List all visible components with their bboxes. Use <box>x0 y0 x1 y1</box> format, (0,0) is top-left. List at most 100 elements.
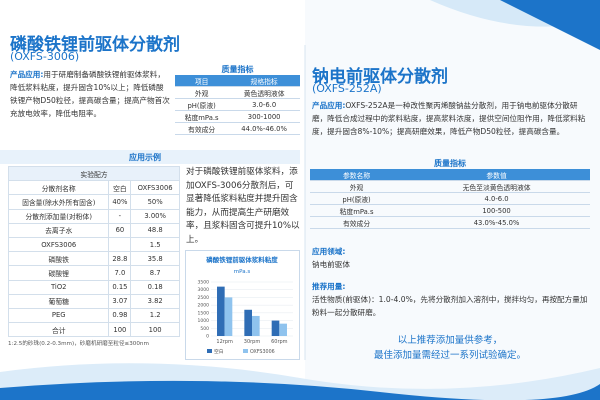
row: pH(原液) 3.0-6.0 <box>175 98 300 111</box>
label: 产品应用: <box>312 101 346 110</box>
example: 实验配方 分散剂名称 空白 OXFS3006 固含量(除水外所有固含) 40% 50% 分散剂… <box>7 165 180 348</box>
cell: 4.0-6.0 <box>403 192 590 205</box>
row: 外观 黄色透明液体 <box>175 86 300 99</box>
cell: 0.15 <box>108 279 132 295</box>
cell: 50% <box>130 194 180 210</box>
cell: pH(原液) <box>310 192 404 205</box>
cell: 3.00% <box>130 208 180 224</box>
recipe-table: 实验配方 分散剂名称 空白 OXFS3006 固含量(除水外所有固含) 40% 50% 分散剂… <box>7 165 180 338</box>
bar <box>252 315 260 336</box>
y-tick-label: 1000 <box>198 318 210 324</box>
text: OXFS-252A是一种改性聚丙烯酸钠盐分散剂，用于钠电前驱体分散研磨，降低合成… <box>312 101 586 136</box>
closing-line: 最佳添加量需经过一系列试验确定。 <box>373 350 526 361</box>
cell: 去离子水 <box>7 222 110 238</box>
closing-line: 以上推荐添加量供参考， <box>397 335 503 346</box>
y-tick-label: 2000 <box>198 303 210 309</box>
row: 分散剂添加量(对粉体) -3.00% <box>7 208 180 224</box>
row: TiO2 0.15 0.18 <box>7 279 180 295</box>
example-title: 应用示例 <box>129 153 161 162</box>
cell: 48.8 <box>130 222 180 238</box>
y-tick-label: 500 <box>200 326 209 332</box>
cell: TiO2 <box>7 279 110 295</box>
cell: 8.7 <box>130 265 180 281</box>
dosage: 推荐用量: 活性物质(前驱体)：1.0-4.0%，先将分散剂加入溶剂中，搅拌均匀… <box>312 280 592 319</box>
header-row: 参数名称 参数值 <box>310 169 590 181</box>
header-cell: 分散剂名称 <box>7 180 110 196</box>
x-tick-label: 12rpm <box>216 339 233 345</box>
cell: 40% <box>108 194 132 210</box>
cell: 有效成分 <box>175 122 229 135</box>
row: PEG 0.98 1.2 <box>7 307 180 324</box>
header-cell: 参数名称 <box>310 169 404 181</box>
cell: - <box>108 208 132 224</box>
cell: 碳酸锂 <box>7 265 110 281</box>
cell: 无色至淡黄色透明液体 <box>403 180 590 193</box>
cell: 合计 <box>7 322 110 338</box>
bar <box>244 309 252 336</box>
row: 固含量(除水外所有固含) 40% 50% <box>7 194 180 210</box>
legend-label: OXFS3006 <box>250 349 275 355</box>
y-tick-label: 1500 <box>198 310 210 316</box>
caption: 实验配方 <box>8 165 180 182</box>
cell: 1.2 <box>130 307 180 324</box>
row: OXFS3006 1.5 <box>7 236 180 253</box>
row: 有效成分 44.0%-46.0% <box>175 122 300 135</box>
cell: 外观 <box>310 180 404 193</box>
caption-row: 实验配方 <box>8 165 180 182</box>
section-title: 质量指标 <box>221 65 254 74</box>
cell: 黄色透明液体 <box>228 86 300 99</box>
cell: 3.0-6.0 <box>228 98 300 111</box>
description: 对于磷酸铁锂前驱体浆料，添加OXFS-3006分散剂后，可显著降低浆料粘度并提升… <box>186 167 300 245</box>
cell: 43.0%-45.0% <box>403 216 590 229</box>
left-application: 产品应用:用于研磨制备磷酸铁锂前驱体浆料，降低浆料粘度，提升固含10%以上；降低… <box>10 68 170 120</box>
label: 应用领域: <box>312 247 346 256</box>
row: 葡萄糖 3.07 3.82 <box>7 293 180 309</box>
right-title: 钠电前驱体分散剂 <box>312 67 448 87</box>
cell: 外观 <box>175 86 229 99</box>
cell <box>108 236 132 253</box>
row: 去离子水 60 48.8 <box>7 222 180 238</box>
cell: 100 <box>108 322 132 338</box>
right-quality: 质量指标 参数名称 参数值 外观 无色至淡黄色透明液体 pH(原液) 4.0-6.0 粘度m… <box>310 158 590 229</box>
bar <box>217 286 225 336</box>
y-tick-label: 3000 <box>198 287 210 293</box>
label: 产品应用: <box>10 70 44 79</box>
header-row: 分散剂名称 空白 OXFS3006 <box>7 180 180 196</box>
row: 外观 无色至淡黄色透明液体 <box>310 180 590 193</box>
cell: 粘度mPa.s <box>175 110 229 123</box>
cell: 葡萄糖 <box>7 293 110 309</box>
quality-table: 参数名称 参数值 外观 无色至淡黄色透明液体 pH(原液) 4.0-6.0 粘度mPa.s 1… <box>310 169 590 229</box>
cell: 有效成分 <box>310 216 404 229</box>
row: 磷酸铁 28.8 35.8 <box>7 251 180 267</box>
cell: 粘度mPa.s <box>310 204 404 217</box>
header-cell: 项目 <box>175 75 229 87</box>
row: 粘度mPa.s 100-500 <box>310 204 590 217</box>
cell: 28.8 <box>108 251 132 267</box>
row: 碳酸锂 7.0 8.7 <box>7 265 180 281</box>
header-row: 项目 规格指标 <box>175 75 300 87</box>
row: 粘度mPa.s 300-1000 <box>175 110 300 123</box>
row: pH(原液) 4.0-6.0 <box>310 192 590 205</box>
note: 1:2.5的砂珠(0.2-0.3mm)，砂磨机研磨至粒径≤300nm <box>8 341 149 348</box>
cell: 磷酸铁 <box>7 251 110 267</box>
section-title: 质量指标 <box>434 159 466 168</box>
y-tick-label: 3500 <box>198 280 210 286</box>
cell: 7.0 <box>108 265 132 281</box>
chart-title: 磷酸铁锂前驱体浆料粘度 <box>206 255 278 264</box>
right-model: (OXFS-252A) <box>312 82 382 95</box>
cell: pH(原液) <box>175 98 229 111</box>
cell: 44.0%-46.0% <box>228 122 300 135</box>
row: 有效成分 43.0%-45.0% <box>310 216 590 229</box>
y-tick-label: 2500 <box>198 295 210 301</box>
legend-label: 空白 <box>214 348 224 355</box>
header-cell: OXFS3006 <box>130 180 180 196</box>
cell: 300-1000 <box>228 110 300 123</box>
cell: 0.18 <box>130 279 180 295</box>
text: 用于研磨制备磷酸铁锂前驱体浆料，降低浆料粘度，提升固含10%以上；降低磷酸铁锂产… <box>10 70 170 118</box>
y-label: mPa.s <box>234 269 251 275</box>
legend-swatch <box>243 349 248 353</box>
cell: 3.82 <box>130 293 180 309</box>
cell: 100 <box>130 322 180 338</box>
